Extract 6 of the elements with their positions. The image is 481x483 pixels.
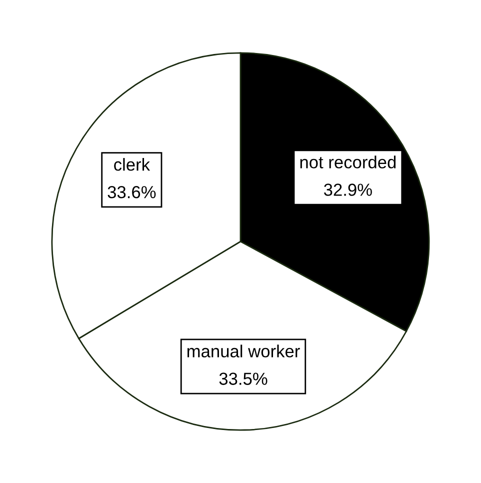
data-label: 32.9% — [324, 184, 372, 196]
slice-label: clerk — [114, 158, 150, 171]
data-label: 33.5% — [219, 372, 268, 385]
data-label: 33.6% — [108, 186, 156, 198]
slice-label: manual worker — [187, 344, 300, 358]
slice-label: not recorded — [300, 156, 396, 168]
